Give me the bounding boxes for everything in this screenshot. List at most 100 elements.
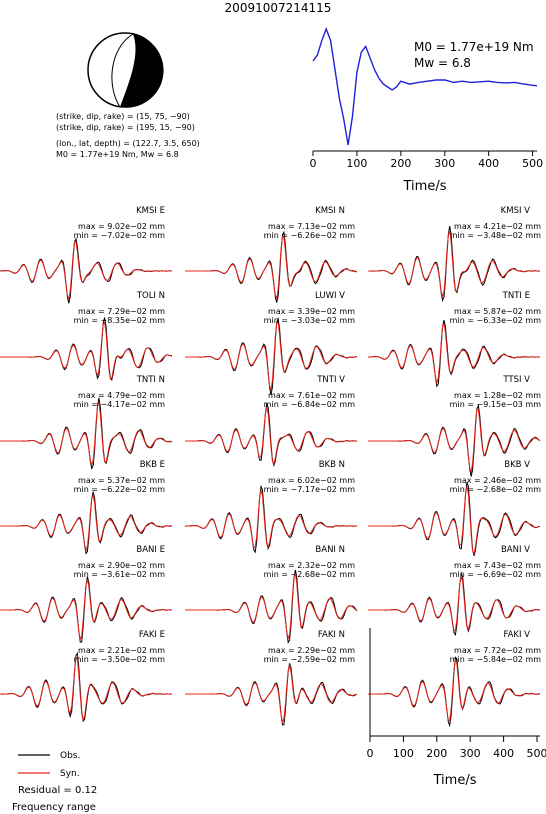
synthetic-trace — [185, 663, 358, 724]
synthetic-trace — [0, 579, 172, 642]
mechanism-plane1: (strike, dip, rake) = (15, 75, −90) — [56, 112, 190, 121]
stf-x-ticks: 0 100 200 300 400 500 — [310, 151, 543, 170]
synthetic-trace — [185, 235, 357, 300]
station-label: TTSI V — [502, 375, 530, 385]
bottom-tick-label: 200 — [426, 747, 447, 760]
stf-tick-label: 400 — [478, 157, 499, 170]
trace-min-label: min = −6.26e−02 mm — [264, 231, 356, 240]
station-label: KMSI E — [136, 206, 165, 216]
trace-max-label: max = 7.72e−02 mm — [454, 646, 541, 655]
trace-max-label: max = 7.29e−02 mm — [78, 307, 165, 316]
trace-max-label: max = 5.87e−02 mm — [454, 307, 541, 316]
stf-curve — [312, 27, 538, 146]
residual-text: Residual = 0.12 — [18, 785, 97, 796]
beachball-shaded-quadrant — [120, 34, 164, 108]
bottom-x-ticks: 0 100 200 300 400 500 — [367, 736, 546, 760]
station-label: KMSI V — [501, 206, 531, 216]
station-label: BANI E — [136, 545, 165, 555]
trace-max-label: max = 5.37e−02 mm — [78, 476, 165, 485]
synthetic-trace — [0, 657, 172, 723]
trace-min-label: min = −3.61e−02 mm — [74, 570, 166, 579]
trace-min-label: min = −3.48e−02 mm — [450, 231, 542, 240]
trace-max-label: max = 2.46e−02 mm — [454, 476, 541, 485]
station-label: FAKI N — [318, 630, 345, 640]
stf-m0-label: M0 = 1.77e+19 Nm — [414, 40, 534, 54]
bottom-axis: 0 100 200 300 400 500 Time/s — [367, 628, 546, 788]
trace-max-label: max = 7.13e−02 mm — [268, 222, 355, 231]
station-label: BKB E — [140, 460, 165, 470]
trace-min-label: min = −2.68e−02 mm — [264, 570, 356, 579]
trace-min-label: min = −9.15e−03 mm — [450, 400, 542, 409]
frequency-range-text: Frequency range — [12, 802, 96, 813]
trace-max-label: max = 2.90e−02 mm — [78, 561, 165, 570]
trace-max-label: max = 4.79e−02 mm — [78, 391, 165, 400]
trace-min-label: min = −6.22e−02 mm — [74, 485, 166, 494]
station-label: TNTI N — [136, 375, 165, 385]
mechanism-plane2: (strike, dip, rake) = (195, 15, −90) — [56, 123, 195, 132]
stf-panel: 0 100 200 300 400 500 M0 = 1.77e+19 Nm Mw = 6… — [310, 27, 543, 194]
legend: Obs. Syn. — [18, 751, 80, 779]
trace-min-label: min = −8.35e−02 mm — [74, 316, 166, 325]
trace-max-label: max = 2.32e−02 mm — [268, 561, 355, 570]
mechanism-location: (lon., lat, depth) = (122.7, 3.5, 650) — [56, 139, 200, 148]
trace-min-label: min = −3.03e−02 mm — [264, 316, 356, 325]
station-label: LUWI V — [315, 291, 345, 301]
synthetic-trace — [185, 573, 358, 639]
synthetic-trace — [185, 322, 357, 391]
synthetic-trace — [368, 659, 540, 722]
synthetic-trace — [185, 407, 357, 465]
station-label: BANI N — [315, 545, 345, 555]
stf-tick-label: 0 — [310, 157, 317, 170]
observed-trace — [185, 402, 358, 468]
trace-max-label: max = 9.02e−02 mm — [78, 222, 165, 231]
synthetic-trace — [368, 576, 541, 632]
trace-max-label: max = 2.29e−02 mm — [268, 646, 355, 655]
station-label: FAKI E — [139, 630, 165, 640]
station-label: BANI V — [501, 545, 530, 555]
trace-min-label: min = −6.33e−02 mm — [450, 316, 542, 325]
trace-min-label: min = −2.68e−02 mm — [450, 485, 542, 494]
synthetic-trace — [368, 408, 541, 474]
trace-min-label: min = −6.84e−02 mm — [264, 400, 356, 409]
station-label: FAKI V — [503, 630, 530, 640]
trace-min-label: min = −5.84e−02 mm — [450, 655, 542, 664]
stf-tick-label: 300 — [434, 157, 455, 170]
trace-max-label: max = 7.43e−02 mm — [454, 561, 541, 570]
trace-min-label: min = −3.50e−02 mm — [74, 655, 166, 664]
bottom-tick-label: 100 — [393, 747, 414, 760]
trace-max-label: max = 2.21e−02 mm — [78, 646, 165, 655]
trace-max-label: max = 1.28e−02 mm — [454, 391, 541, 400]
station-label: TNTI E — [502, 291, 530, 301]
trace-min-label: min = −4.17e−02 mm — [74, 400, 166, 409]
synthetic-trace — [368, 230, 540, 299]
synthetic-trace — [184, 489, 357, 549]
observed-trace — [368, 571, 540, 637]
mechanism-moment: M0 = 1.77e+19 Nm, Mw = 6.8 — [56, 150, 179, 159]
stf-tick-label: 500 — [522, 157, 543, 170]
station-label: BKB N — [319, 460, 345, 470]
stf-xlabel: Time/s — [403, 179, 447, 194]
trace-max-label: max = 6.02e−02 mm — [268, 476, 355, 485]
bottom-tick-label: 500 — [527, 747, 546, 760]
stf-tick-label: 200 — [390, 157, 411, 170]
legend-obs-label: Obs. — [60, 751, 80, 761]
synthetic-trace — [0, 320, 173, 380]
beachball — [87, 32, 164, 108]
bottom-tick-label: 300 — [460, 747, 481, 760]
event-title: 20091007214115 — [225, 1, 332, 15]
legend-syn-label: Syn. — [60, 769, 80, 779]
bottom-tick-label: 0 — [367, 747, 374, 760]
